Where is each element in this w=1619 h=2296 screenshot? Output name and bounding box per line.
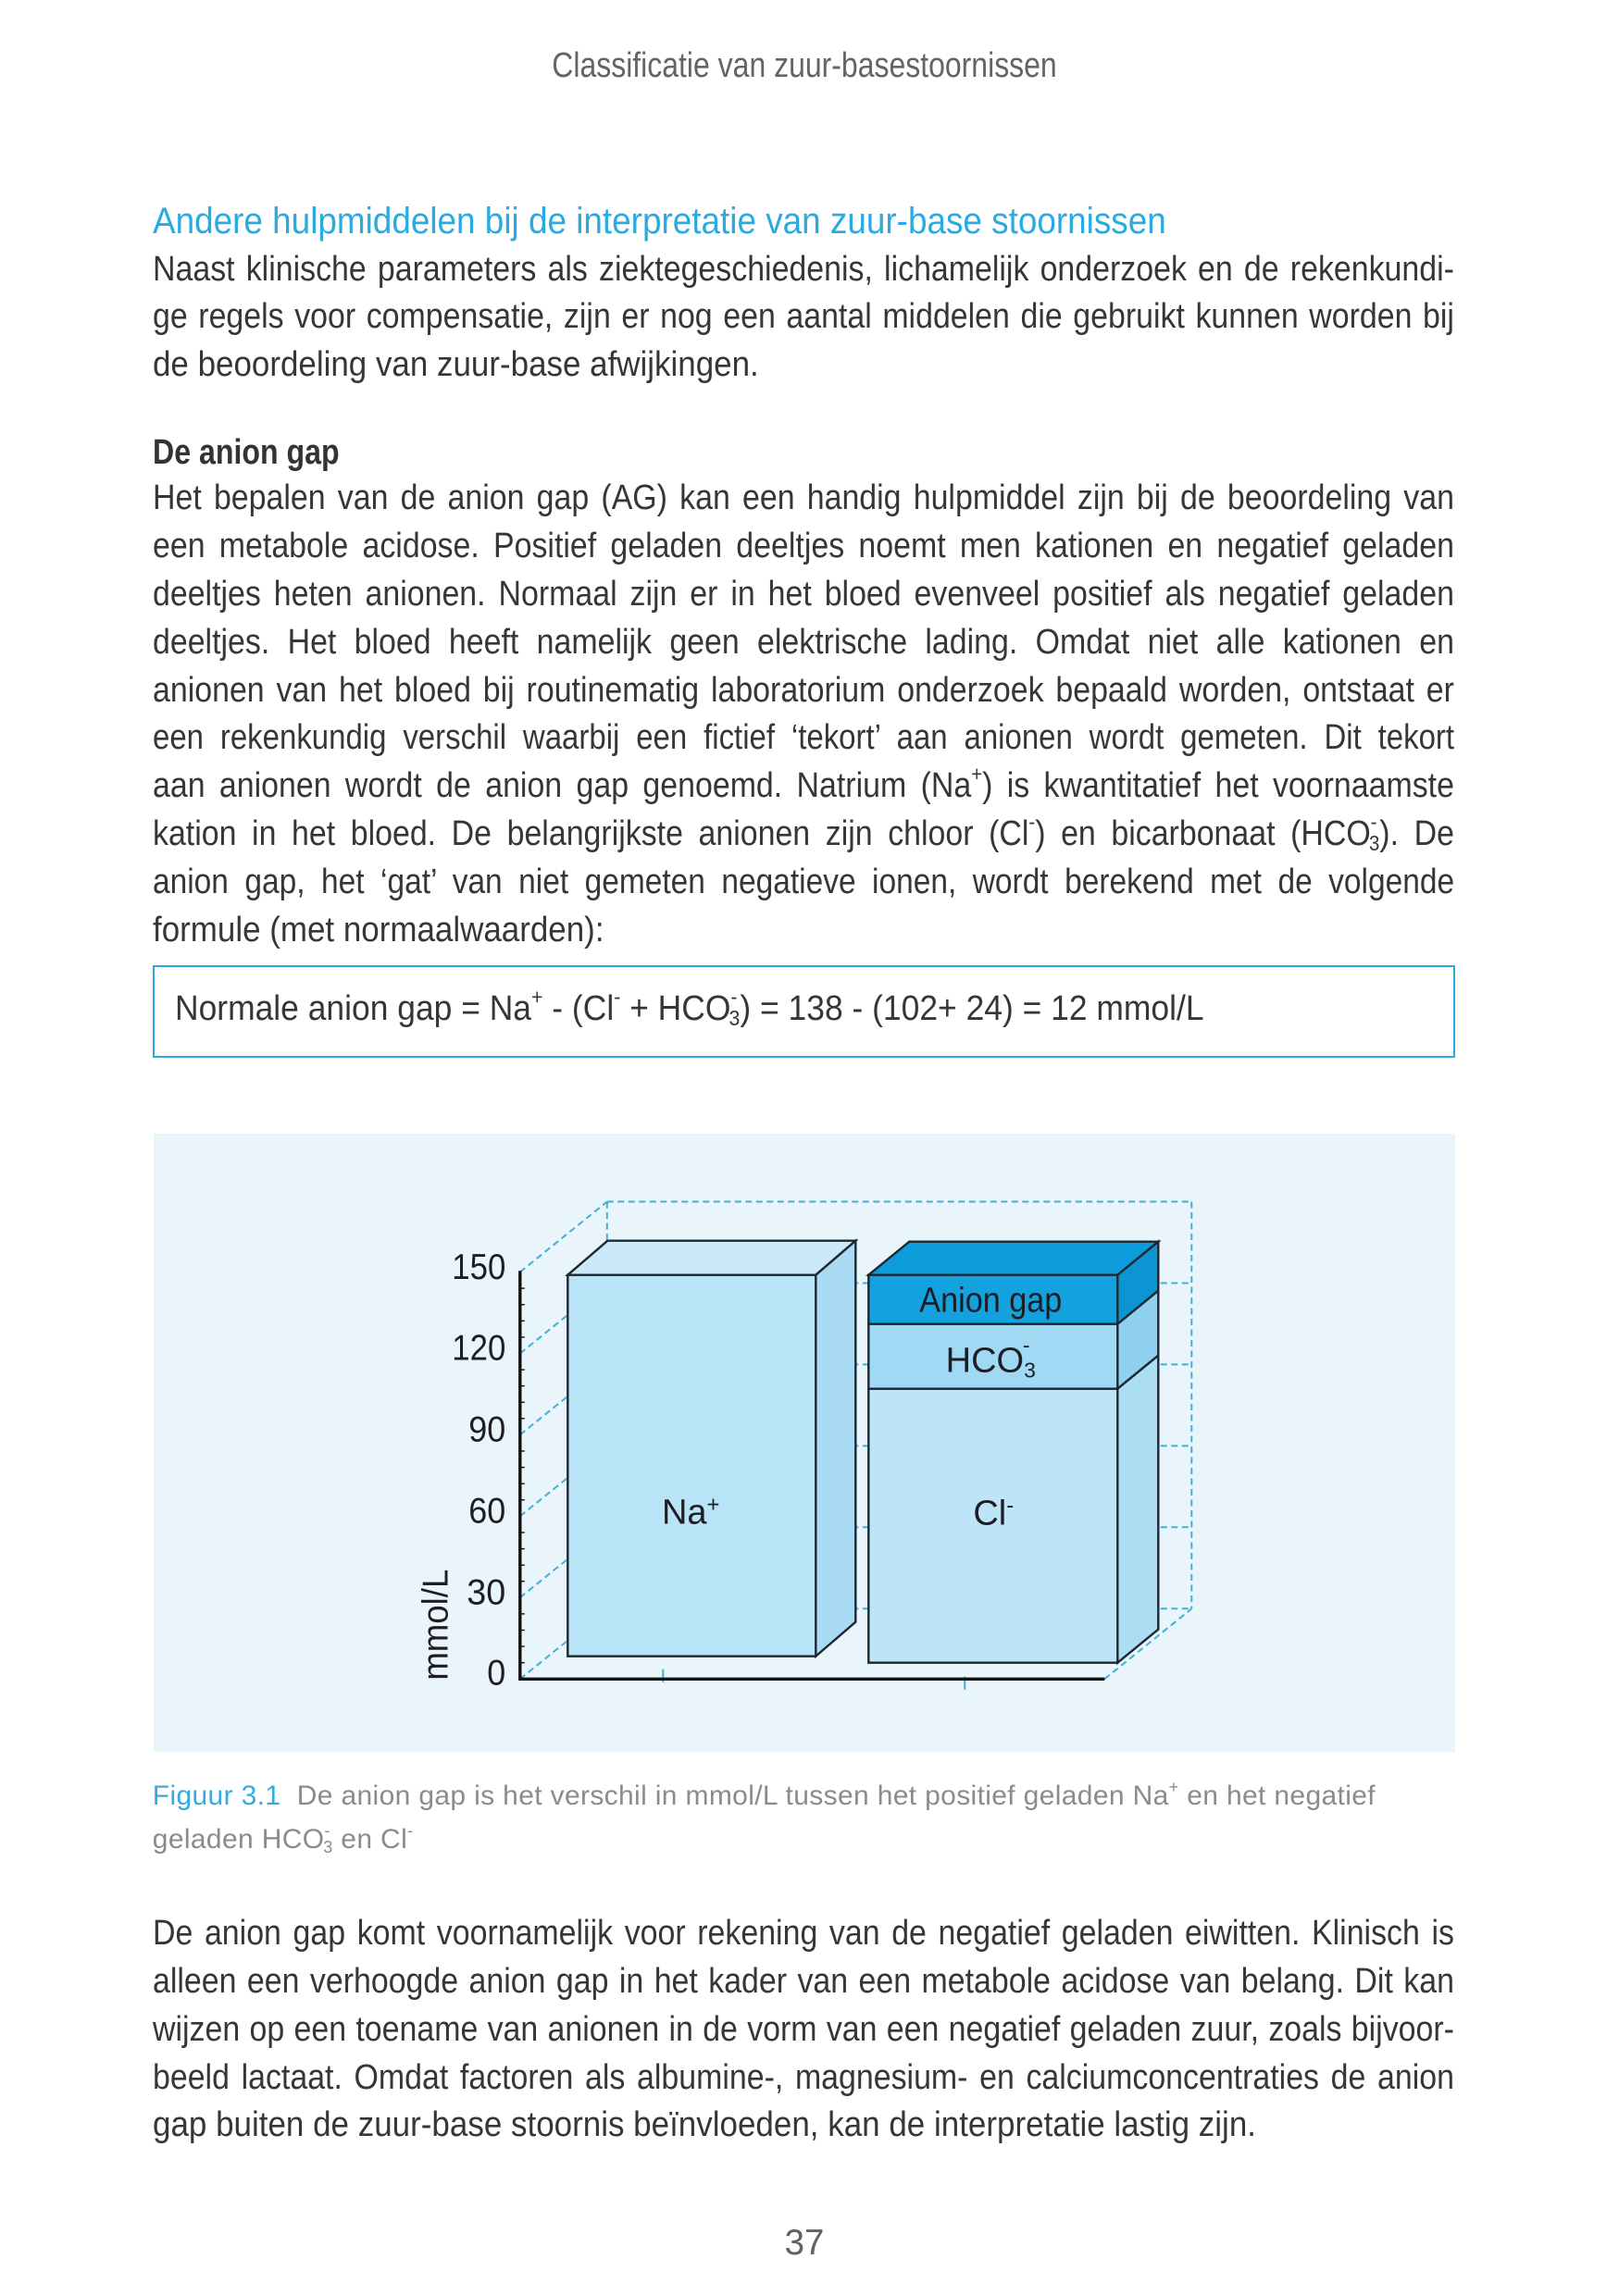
svg-text:0: 0 bbox=[487, 1654, 505, 1694]
svg-text:150: 150 bbox=[452, 1247, 505, 1287]
svg-text:HCO3-: HCO3- bbox=[945, 1334, 1035, 1383]
svg-text:mmol/L: mmol/L bbox=[416, 1570, 455, 1681]
svg-text:30: 30 bbox=[467, 1573, 505, 1613]
svg-text:Anion gap: Anion gap bbox=[919, 1282, 1062, 1321]
svg-text:90: 90 bbox=[468, 1410, 505, 1450]
svg-text:120: 120 bbox=[452, 1329, 505, 1369]
svg-text:60: 60 bbox=[468, 1492, 505, 1532]
